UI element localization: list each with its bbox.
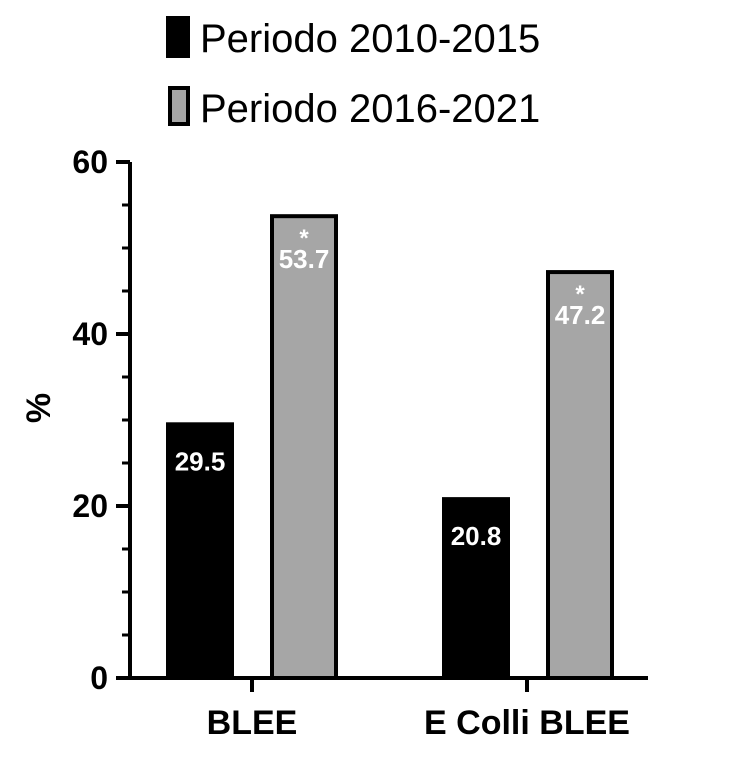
bars [166, 214, 614, 680]
bar-s2-0 [270, 214, 338, 680]
legend: Periodo 2010-2015 Periodo 2016-2021 [166, 16, 540, 131]
y-tick-label-20: 20 [72, 488, 108, 524]
x-tick-label-0: BLEE [207, 704, 298, 742]
data-label-s2-0: 53.7 [279, 244, 330, 274]
bar-s1-0 [166, 422, 234, 680]
y-tick-label-40: 40 [72, 316, 108, 352]
legend-label-series-2: Periodo 2016-2021 [200, 87, 540, 131]
legend-swatch-series-1 [166, 16, 190, 58]
significance-mark-s2-1: * [575, 281, 585, 308]
bar-s1-1 [442, 497, 510, 680]
data-label-s1-1: 20.8 [451, 521, 502, 551]
y-axis-title: % [20, 393, 58, 423]
data-label-s2-1: 47.2 [555, 300, 606, 330]
legend-swatch-series-2 [168, 86, 190, 126]
data-labels: 29.520.8*53.7*47.2 [175, 225, 606, 551]
legend-label-series-1: Periodo 2010-2015 [200, 17, 540, 61]
y-tick-label-0: 0 [90, 660, 108, 696]
x-tick-label-1: E Colli BLEE [424, 704, 630, 742]
data-label-s1-0: 29.5 [175, 446, 226, 476]
significance-mark-s2-0: * [299, 225, 309, 252]
y-tick-label-60: 60 [72, 144, 108, 180]
bar-s2-1 [546, 270, 614, 680]
